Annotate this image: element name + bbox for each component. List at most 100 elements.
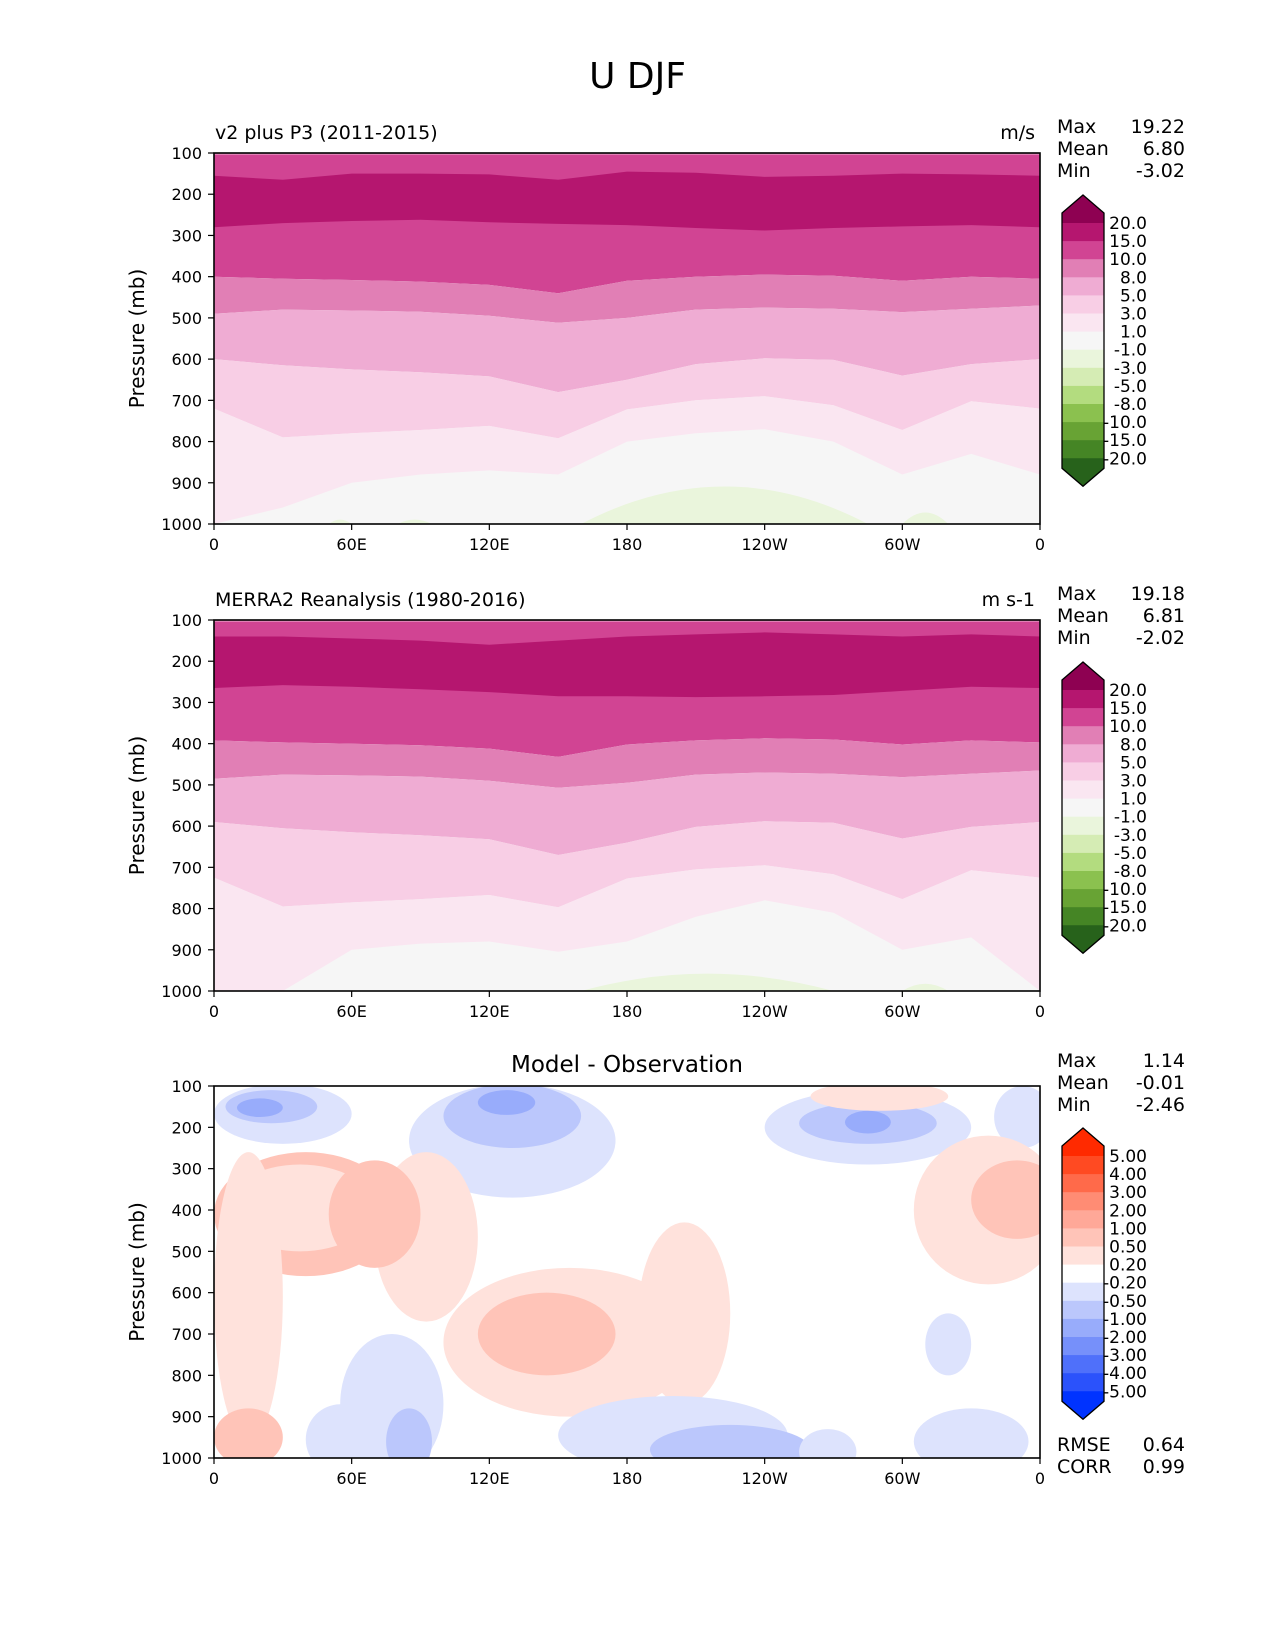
colorbar-tick-label: 20.0 [1109, 681, 1147, 701]
panel2-units: m s-1 [981, 589, 1035, 611]
contour-band [649, 1424, 811, 1458]
colorbar-tick-label: 0.50 [1109, 1238, 1147, 1258]
colorbar-tick-label: 1.00 [1109, 1219, 1147, 1239]
x-tick-label: 60E [336, 1002, 366, 1021]
colorbar-segment [1062, 1156, 1104, 1175]
colorbar-extend-bottom [1062, 1391, 1104, 1420]
contour-band [902, 512, 949, 524]
contour-band [305, 1404, 375, 1458]
stat-label: Min [1057, 160, 1091, 182]
y-axis-label: Pressure (mb) [125, 736, 149, 876]
stat-label: Mean [1057, 605, 1109, 627]
contour-band [971, 1160, 1040, 1239]
colorbar-segment [1062, 762, 1104, 781]
y-tick-label: 400 [171, 268, 202, 287]
colorbar-tick-label: 8.0 [1120, 735, 1147, 755]
figure-title: U DJF [589, 56, 686, 97]
contour-band [214, 274, 1040, 323]
colorbar-segment [1062, 259, 1104, 278]
stat-value: -2.02 [1135, 627, 1185, 649]
y-tick-label: 800 [171, 900, 202, 919]
colorbar-segment [1062, 1318, 1104, 1338]
colorbar-segment [1062, 871, 1104, 890]
colorbar-tick-label: -20.0 [1103, 449, 1147, 469]
colorbar-segment [1062, 1210, 1104, 1229]
colorbar-tick-label: 15.0 [1109, 232, 1147, 252]
axes-2: 100 200 300 400 500 600 700 800 900 1000 0 60E 120E 1… [125, 611, 1045, 1021]
stat-value: -2.46 [1135, 1094, 1185, 1116]
contour-band [994, 1086, 1040, 1148]
x-tick-label: 60W [884, 535, 920, 554]
y-tick-label: 600 [171, 817, 202, 836]
colorbar-segment [1062, 1337, 1104, 1356]
y-tick-label: 100 [171, 1077, 202, 1096]
y-tick-label: 800 [171, 1366, 202, 1385]
colorbar-segment [1062, 331, 1104, 351]
colorbar-tick-label: -8.0 [1114, 395, 1147, 415]
colorbar-tick-label: 5.0 [1120, 753, 1147, 773]
contour-band [214, 305, 1040, 393]
y-tick-label: 700 [171, 858, 202, 877]
y-tick-label: 200 [171, 652, 202, 671]
colorbar-segment [1062, 295, 1104, 314]
contour-band [214, 865, 1040, 991]
y-tick-label: 900 [171, 474, 202, 493]
colorbar-tick-label: 4.00 [1109, 1165, 1147, 1185]
colorbar-tick-label: 20.0 [1109, 214, 1147, 234]
colorbar-tick-label: -1.0 [1114, 341, 1147, 361]
colorbar-segment [1062, 1300, 1104, 1320]
colorbar-tick-label: 3.0 [1120, 772, 1147, 792]
colorbar-tick-label: -10.0 [1103, 413, 1147, 433]
metric-value: 0.64 [1142, 1434, 1185, 1456]
colorbar-tick-label: 15.0 [1109, 699, 1147, 719]
contour-band [214, 770, 1040, 855]
y-tick-label: 900 [171, 941, 202, 960]
contour-band [214, 358, 1040, 439]
axes-3: 100 200 300 400 500 600 700 800 900 1000 0 60E 120E 1… [125, 1077, 1045, 1488]
colorbar-segment [1062, 889, 1104, 908]
colorbar-tick-label: 3.00 [1109, 1183, 1147, 1203]
colorbar-tick-label: -4.00 [1103, 1364, 1147, 1384]
panel2-title: MERRA2 Reanalysis (1980-2016) [215, 589, 526, 611]
y-tick-label: 400 [171, 1201, 202, 1220]
colorbar-segment [1062, 223, 1104, 242]
colorbar-tick-label: 1.0 [1120, 323, 1147, 343]
colorbar-outline [1061, 194, 1105, 488]
colorbar-3: 5.004.003.002.001.000.500.20-0.20-0.50-1… [1061, 1127, 1147, 1421]
stat-label: Min [1057, 627, 1091, 649]
stat-label: Mean [1057, 1072, 1109, 1094]
colorbar-tick-label: -5.0 [1114, 377, 1147, 397]
x-tick-label: 60E [336, 535, 366, 554]
y-tick-label: 400 [171, 735, 202, 754]
y-tick-label: 500 [171, 309, 202, 328]
stat-value: 1.14 [1142, 1050, 1185, 1072]
x-tick-label: 120E [469, 1469, 510, 1488]
colorbar-tick-label: -20.0 [1103, 916, 1147, 936]
x-tick-label: 0 [209, 535, 219, 554]
contour-band [386, 1408, 432, 1458]
contour-band [443, 1086, 582, 1148]
colorbar-segment [1062, 385, 1104, 405]
stat-value: 19.22 [1130, 116, 1185, 138]
colorbar-segment [1062, 367, 1104, 387]
contour-band [214, 153, 1040, 155]
contour-band [328, 1160, 421, 1268]
panel3-stats: Max 1.14 Mean -0.01 Min -2.46 [1057, 1050, 1185, 1116]
contour-band [925, 1313, 972, 1376]
x-tick-label: 0 [1035, 1469, 1045, 1488]
y-axis-label: Pressure (mb) [125, 269, 149, 409]
x-tick-label: 180 [612, 1002, 643, 1021]
axes-1: 100 200 300 400 500 600 700 800 900 1000 0 60E 120E 1… [125, 144, 1045, 554]
colorbar-tick-label: -1.00 [1103, 1310, 1147, 1330]
colorbar-segment [1062, 1282, 1104, 1302]
colorbar-segment [1062, 690, 1104, 709]
metric-label: CORR [1057, 1456, 1112, 1478]
contour-band [214, 1152, 283, 1442]
colorbar-tick-label: 8.0 [1120, 268, 1147, 288]
colorbar-segment [1062, 1174, 1104, 1193]
contour-band [397, 519, 432, 524]
colorbar-tick-label: -1.0 [1114, 808, 1147, 828]
stat-value: 19.18 [1130, 583, 1185, 605]
colorbar-segment [1062, 1355, 1104, 1374]
colorbar-tick-label: 1.0 [1120, 790, 1147, 810]
